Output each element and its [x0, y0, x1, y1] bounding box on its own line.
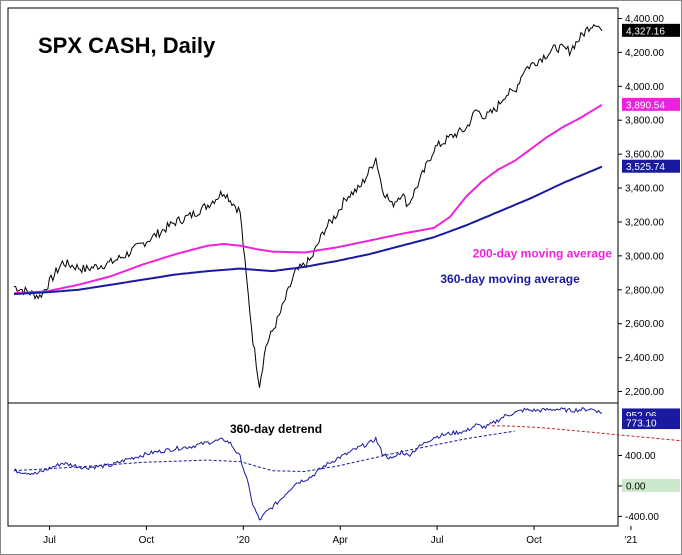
- x-tick-label: Jul: [43, 535, 56, 546]
- ma200-line: [13, 104, 603, 295]
- detrend-line: [13, 407, 603, 521]
- ma200-annotation: 200-day moving average: [473, 247, 613, 261]
- price-y-tick-label: 2,400.00: [625, 353, 664, 364]
- x-tick-label: Oct: [139, 535, 155, 546]
- ma200-last-value-tag: 3,890.54: [626, 100, 665, 111]
- zero-tag-bg: [622, 478, 680, 492]
- spx-price-line: [14, 24, 603, 388]
- annotations: 200-day moving average 360-day moving ave…: [440, 247, 612, 286]
- detrend-panel-label: 360-day detrend: [230, 422, 322, 436]
- x-tick-label: Apr: [332, 535, 348, 546]
- price-y-tick-label: 4,400.00: [625, 14, 664, 25]
- value-tags: 4,327.163,890.543,525.74952.06773.100.00: [622, 23, 680, 492]
- ma360-line: [13, 165, 603, 295]
- x-tick-label: Jul: [431, 535, 444, 546]
- spx-last-value-tag-bg: [622, 23, 680, 37]
- price-series-group: [13, 24, 603, 388]
- ma200-last-value-tag-bg: [622, 97, 680, 111]
- price-y-tick-label: 2,200.00: [625, 387, 664, 398]
- price-y-tick-label: 3,600.00: [625, 150, 664, 161]
- price-y-tick-label: 4,000.00: [625, 82, 664, 93]
- price-y-tick-label: 3,200.00: [625, 217, 664, 228]
- detrend-y-axis: 400.00 -400.00: [618, 451, 659, 523]
- chart-title: SPX CASH, Daily: [38, 33, 216, 58]
- x-tick-label: '21: [624, 535, 637, 546]
- zero-tag: 0.00: [626, 481, 646, 492]
- detrend-series-group: [13, 407, 682, 521]
- price-y-tick-label: 4,200.00: [625, 48, 664, 59]
- ma360-last-value-tag: 3,525.74: [626, 162, 665, 173]
- x-tick-label: Oct: [526, 535, 542, 546]
- price-y-tick-label: 2,800.00: [625, 285, 664, 296]
- price-y-axis: 4,400.00 4,200.00 4,000.00 3,800.00 3,600.00…: [618, 14, 664, 398]
- detrend-average-line: [491, 425, 682, 442]
- ma360-annotation: 360-day moving average: [440, 272, 580, 286]
- spx-last-value-tag: 4,327.16: [626, 26, 665, 37]
- detrend-y-tick-label: 400.00: [625, 451, 656, 462]
- detrend-average-last-value-tag: 773.10: [626, 419, 657, 430]
- price-y-tick-label: 2,600.00: [625, 319, 664, 330]
- ma360-last-value-tag-bg: [622, 159, 680, 173]
- price-y-tick-label: 3,000.00: [625, 251, 664, 262]
- price-y-tick-label: 3,400.00: [625, 184, 664, 195]
- x-tick-label: '20: [237, 535, 250, 546]
- detrend-average-last-value-tag-bg: [622, 416, 680, 430]
- price-y-tick-label: 3,800.00: [625, 116, 664, 127]
- detrend-y-tick-label: -400.00: [625, 512, 659, 523]
